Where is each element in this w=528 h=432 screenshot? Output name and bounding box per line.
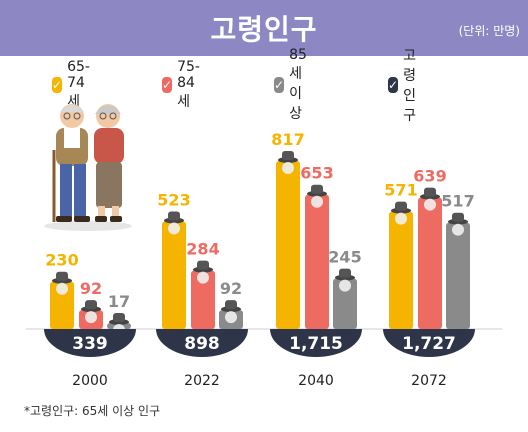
person-icon: [81, 300, 101, 324]
bar: [446, 222, 470, 329]
legend-item-75-84: ✓ 75-84세: [162, 59, 206, 110]
total-badge: [44, 329, 136, 357]
page-title: 고령인구: [210, 13, 318, 46]
total-badge: [156, 329, 248, 357]
footnote: *고령인구: 65세 이상 인구: [24, 404, 161, 418]
check-icon: ✓: [162, 77, 173, 93]
data-label: 245: [328, 248, 361, 267]
total-label: 1,727: [402, 334, 456, 354]
check-icon: ✓: [388, 77, 399, 93]
data-label: 517: [441, 192, 474, 211]
total-badge: [383, 329, 475, 357]
legend-label: 85세 이상: [289, 47, 307, 122]
x-tick-label: 2072: [411, 373, 447, 389]
legend-item-total: ✓ 고령인구: [388, 48, 422, 124]
data-label: 817: [271, 130, 304, 149]
bar: [191, 270, 215, 329]
data-label: 653: [300, 164, 333, 183]
check-icon: ✓: [52, 77, 63, 93]
person-icon: [307, 184, 327, 208]
x-tick-label: 2040: [298, 373, 334, 389]
person-icon: [335, 268, 355, 292]
unit-label: (단위: 만명): [458, 24, 520, 38]
bar: [418, 197, 442, 329]
header-banner: 고령인구 (단위: 만명): [0, 0, 528, 56]
elderly-couple-icon: [44, 104, 132, 231]
person-icon: [420, 187, 440, 211]
bar: [305, 194, 329, 329]
person-icon: [221, 300, 241, 324]
person-icon: [193, 260, 213, 284]
person-icon: [164, 211, 184, 235]
bar: [50, 281, 74, 329]
data-label: 523: [157, 190, 190, 209]
data-label: 284: [186, 240, 219, 259]
person-icon: [278, 151, 298, 174]
total-label: 1,715: [289, 334, 343, 354]
person-icon: [52, 271, 72, 295]
total-label: 898: [184, 334, 220, 354]
person-icon: [448, 212, 468, 236]
check-icon: ✓: [274, 77, 285, 93]
x-tick-label: 2000: [72, 373, 108, 389]
data-label: 230: [45, 251, 78, 270]
x-tick-label: 2022: [184, 373, 220, 389]
legend-item-85plus: ✓ 85세 이상: [274, 47, 313, 122]
data-label: 92: [220, 279, 242, 298]
legend-label: 고령인구: [403, 48, 416, 124]
data-label: 17: [108, 292, 130, 311]
legend-label: 75-84세: [177, 59, 200, 110]
data-label: 92: [80, 279, 102, 298]
person-icon: [391, 201, 411, 225]
bar: [276, 161, 300, 329]
bar: [333, 278, 357, 329]
bar: [162, 221, 186, 329]
data-label: 571: [384, 181, 417, 200]
total-badge: [270, 329, 362, 357]
total-label: 339: [72, 334, 108, 354]
bar: [389, 211, 413, 329]
totals-layer: 339 2000 898 2022 1,715 2040 1,727 2072: [44, 329, 475, 389]
data-label: 639: [413, 167, 446, 186]
